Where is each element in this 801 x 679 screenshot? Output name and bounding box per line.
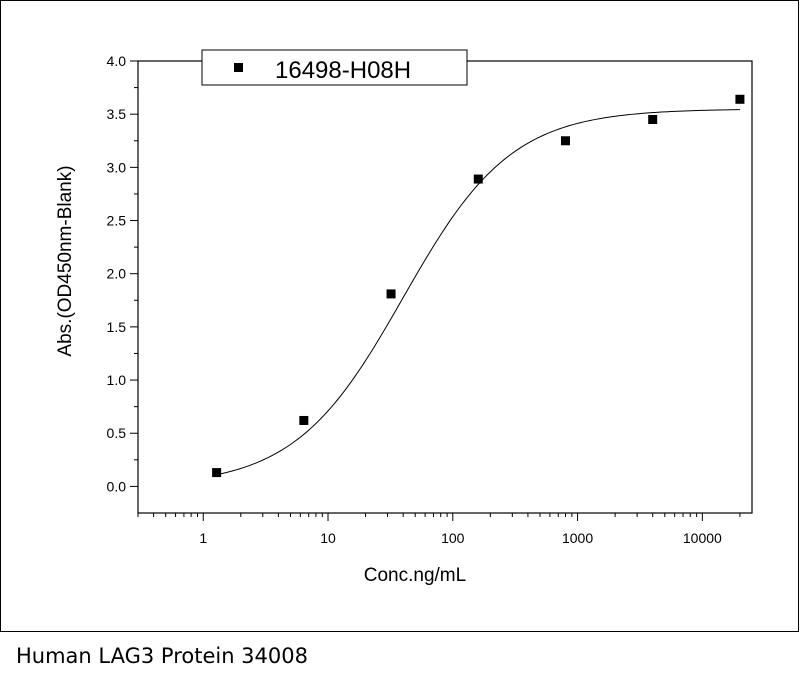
data-point bbox=[560, 136, 570, 146]
x-tick-label: 100 bbox=[441, 530, 465, 546]
x-axis-ticks: 1 10 100 1000 10000 bbox=[137, 513, 741, 546]
chart-svg: 1 10 100 1000 10000 0.0 0.5 1.0 1.5 2.0 2.5 3.0 3.5… bbox=[55, 49, 753, 586]
fit-curve bbox=[216, 109, 740, 476]
plot-area bbox=[137, 60, 753, 514]
data-point bbox=[735, 94, 745, 104]
y-axis-label: Abs.(OD450nm-Blank) bbox=[55, 165, 76, 356]
figure-caption: Human LAG3 Protein 34008 bbox=[16, 644, 308, 668]
data-point bbox=[212, 468, 222, 478]
data-point bbox=[648, 114, 658, 124]
x-tick-label: 1 bbox=[199, 530, 207, 546]
x-axis-label: Conc.ng/mL bbox=[364, 565, 466, 586]
data-point bbox=[473, 174, 483, 184]
x-tick-label: 10 bbox=[320, 530, 336, 546]
legend-label: 16498-H08H bbox=[275, 57, 411, 84]
y-tick-label: 0.5 bbox=[107, 425, 127, 441]
legend: 16498-H08H bbox=[201, 49, 468, 86]
data-point bbox=[386, 289, 396, 299]
y-tick-label: 4.0 bbox=[107, 53, 127, 69]
y-tick-label: 1.0 bbox=[107, 372, 127, 388]
data-point bbox=[299, 415, 309, 425]
x-tick-label: 1000 bbox=[562, 530, 593, 546]
x-tick-label: 10000 bbox=[683, 530, 722, 546]
data-points bbox=[212, 94, 745, 478]
legend-box bbox=[201, 49, 468, 86]
y-tick-label: 3.0 bbox=[107, 159, 127, 175]
y-tick-label: 2.5 bbox=[107, 213, 127, 229]
y-tick-label: 3.5 bbox=[107, 106, 127, 122]
chart-frame: 1 10 100 1000 10000 0.0 0.5 1.0 1.5 2.0 2.5 3.0 3.5… bbox=[0, 0, 799, 632]
y-axis-ticks: 0.0 0.5 1.0 1.5 2.0 2.5 3.0 3.5 4.0 bbox=[107, 53, 138, 494]
y-tick-label: 2.0 bbox=[107, 266, 127, 282]
y-tick-label: 1.5 bbox=[107, 319, 127, 335]
y-tick-label: 0.0 bbox=[107, 478, 127, 494]
legend-marker bbox=[234, 63, 243, 72]
